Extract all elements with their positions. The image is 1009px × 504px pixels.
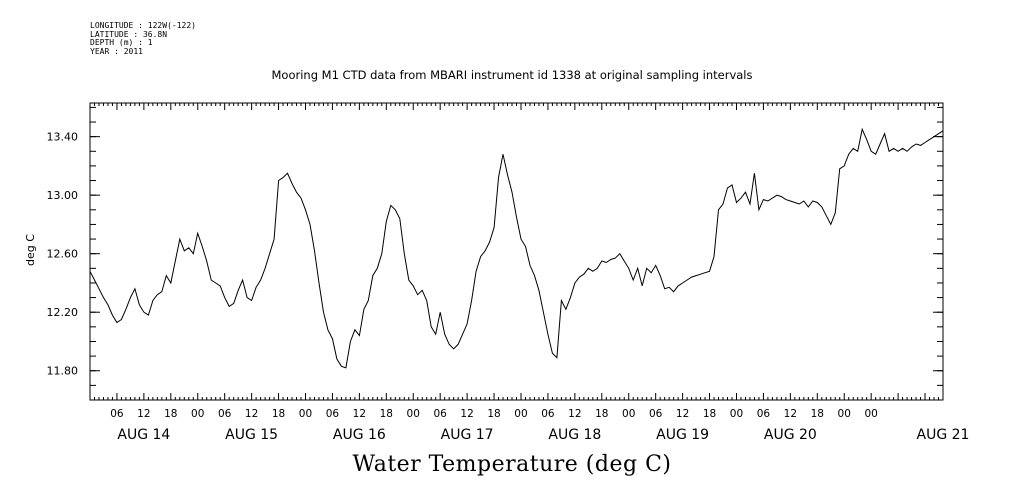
y-axis: 11.80 12.20 12.60 13.00 13.40 [47, 106, 943, 401]
x-hour-tick-label: 12 [245, 408, 258, 420]
y-tick-label: 12.60 [47, 248, 79, 261]
x-hour-tick-label: 12 [137, 408, 150, 420]
y-tick-label: 13.00 [47, 189, 79, 202]
x-day-label: AUG 18 [548, 427, 601, 443]
depth-label: DEPTH (m) : 1 [90, 38, 153, 48]
y-tick-label: 12.20 [47, 306, 79, 319]
x-hour-tick-label: 06 [326, 408, 340, 420]
x-hour-tick-label: 06 [218, 408, 232, 420]
x-hour-tick-label: 18 [811, 408, 824, 420]
x-hour-tick-label: 00 [514, 408, 527, 420]
x-hour-tick-label: 06 [433, 408, 447, 420]
x-day-label: AUG 14 [117, 427, 170, 443]
latitude-label: LATITUDE : 36.8N [90, 29, 168, 39]
x-hour-tick-label: 06 [110, 408, 124, 420]
longitude-label: LONGITUDE : 122W(-122) [90, 21, 196, 30]
x-axis-title: Water Temperature (deg C) [352, 452, 672, 477]
x-hour-tick-label: 06 [649, 408, 663, 420]
x-day-label: AUG 20 [764, 427, 817, 443]
x-day-label: AUG 17 [441, 427, 494, 443]
x-hour-tick-label: 00 [730, 408, 743, 420]
x-hour-tick-label: 00 [622, 408, 635, 420]
x-hour-tick-label: 00 [838, 408, 851, 420]
y-axis-label: deg C [24, 234, 37, 266]
x-hour-tick-label: 18 [703, 408, 716, 420]
x-hour-tick-label: 18 [380, 408, 393, 420]
year-label: YEAR : 2011 [90, 46, 143, 56]
x-hour-tick-label: 12 [460, 408, 473, 420]
x-hour-tick-label: 06 [541, 408, 555, 420]
x-hour-tick-label: 00 [299, 408, 312, 420]
x-day-label: AUG 21 [917, 427, 970, 443]
y-tick-label: 11.80 [47, 365, 79, 378]
x-hour-tick-label: 00 [407, 408, 420, 420]
x-day-label: AUG 15 [225, 427, 278, 443]
x-hour-tick-label: 00 [864, 408, 877, 420]
x-day-label: AUG 16 [333, 427, 386, 443]
x-hour-tick-label: 18 [487, 408, 500, 420]
x-hour-tick-label: 12 [568, 408, 581, 420]
series-line [89, 127, 944, 369]
x-hour-tick-label: 18 [595, 408, 608, 420]
y-tick-label: 13.40 [47, 131, 79, 144]
x-hour-tick-label: 18 [164, 408, 177, 420]
metadata-block: LONGITUDE : 122W(-122) LATITUDE : 36.8N … [90, 21, 196, 56]
x-hour-tick-label: 12 [676, 408, 689, 420]
plot-frame [89, 102, 944, 401]
x-hour-tick-label: 00 [191, 408, 204, 420]
x-axis: 06 12 18 00 06 12 18 00 06 12 18 00 06 12 18 00 06 12 18 00… [89, 103, 970, 443]
x-hour-tick-label: 12 [353, 408, 366, 420]
x-day-label: AUG 19 [656, 427, 709, 443]
chart-title: Mooring M1 CTD data from MBARI instrumen… [271, 68, 753, 82]
x-hour-tick-label: 18 [272, 408, 285, 420]
x-hour-tick-label: 12 [784, 408, 797, 420]
x-hour-tick-label: 06 [757, 408, 771, 420]
